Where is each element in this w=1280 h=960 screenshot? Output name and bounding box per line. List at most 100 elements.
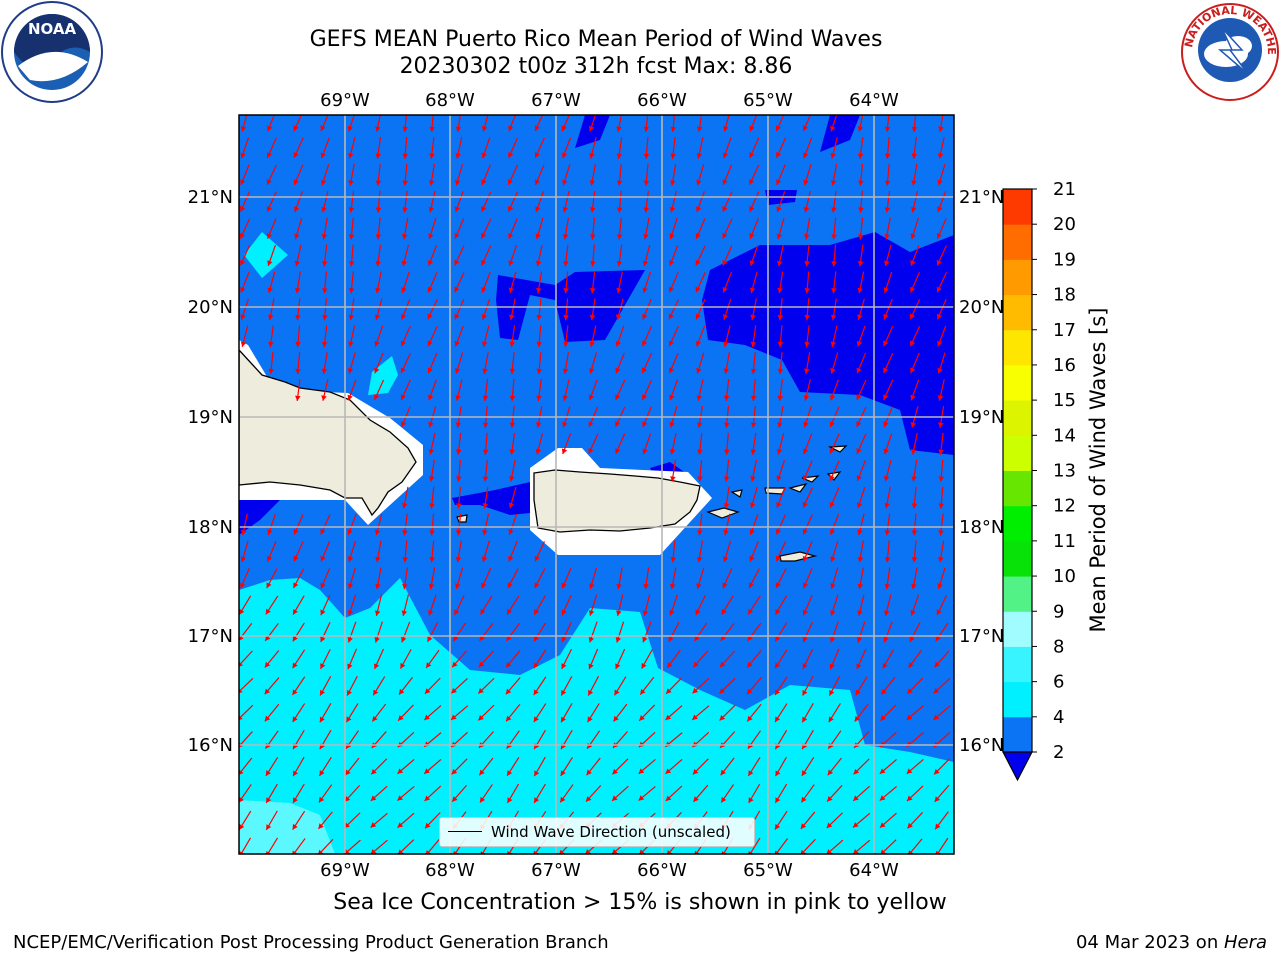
wind-arrow bbox=[852, 785, 871, 802]
wind-arrow bbox=[266, 191, 277, 212]
wind-arrow bbox=[400, 325, 411, 347]
colorbar-tick-label: 11 bbox=[1053, 531, 1076, 552]
wind-arrow bbox=[775, 541, 787, 562]
wind-wave-arrows bbox=[239, 115, 951, 854]
wind-arrow bbox=[454, 218, 465, 239]
wind-arrow bbox=[670, 540, 677, 563]
wind-arrow bbox=[643, 217, 650, 240]
wind-arrow bbox=[828, 703, 841, 723]
wind-arrow bbox=[719, 650, 736, 668]
wind-arrow bbox=[402, 115, 408, 132]
wind-arrow bbox=[509, 325, 516, 348]
lat-label-left: 19°N bbox=[188, 407, 233, 428]
wind-arrow bbox=[266, 540, 277, 562]
wind-arrow bbox=[588, 433, 599, 455]
wind-arrow bbox=[481, 298, 491, 320]
wind-arrow bbox=[344, 757, 360, 776]
wind-arrow bbox=[402, 567, 408, 590]
wind-arrow bbox=[427, 299, 438, 320]
wind-arrow bbox=[697, 459, 703, 482]
wind-arrow bbox=[348, 190, 355, 213]
wind-arrow bbox=[374, 325, 384, 347]
wind-arrow bbox=[295, 379, 301, 401]
wind-arrow bbox=[319, 702, 332, 723]
ocean-below-2s-region bbox=[575, 115, 610, 148]
wind-arrow bbox=[451, 784, 468, 803]
wind-arrow bbox=[936, 298, 947, 320]
wind-arrow bbox=[936, 595, 948, 616]
wind-arrow bbox=[348, 271, 355, 294]
wind-arrow bbox=[374, 513, 383, 536]
wind-arrow bbox=[831, 271, 837, 294]
wind-arrow bbox=[856, 621, 866, 643]
wind-arrow bbox=[906, 677, 924, 695]
footer-date-text: 04 Mar 2023 on bbox=[1075, 932, 1224, 953]
wind-arrow bbox=[668, 325, 679, 347]
wind-arrow bbox=[722, 191, 733, 212]
wind-arrow bbox=[937, 325, 947, 347]
wind-arrow bbox=[589, 271, 596, 294]
wind-arrow bbox=[829, 460, 840, 481]
wind-arrow bbox=[774, 676, 788, 696]
wind-arrow bbox=[883, 298, 893, 320]
ocean-below-2s-region bbox=[702, 232, 954, 455]
wind-arrow bbox=[508, 541, 518, 562]
wind-arrow bbox=[879, 785, 898, 802]
wind-arrow bbox=[533, 676, 547, 696]
wind-arrow bbox=[749, 513, 759, 536]
wind-arrow bbox=[347, 115, 355, 132]
wind-arrow bbox=[401, 217, 409, 240]
wind-arrow bbox=[908, 838, 923, 854]
wind-arrow bbox=[828, 675, 841, 696]
colorbar-segment bbox=[1003, 540, 1032, 577]
wind-arrow bbox=[401, 621, 411, 643]
wind-arrow bbox=[588, 594, 598, 616]
wind-arrow bbox=[589, 352, 598, 374]
wind-arrow bbox=[375, 244, 382, 267]
wind-arrow bbox=[318, 838, 334, 854]
wind-arrow bbox=[293, 115, 303, 132]
wind-arrow bbox=[320, 514, 331, 535]
wind-arrow bbox=[749, 115, 758, 132]
wind-arrow bbox=[937, 567, 946, 589]
wind-arrow bbox=[536, 352, 543, 375]
wind-arrow bbox=[239, 784, 252, 803]
colorbar-segment bbox=[1003, 505, 1032, 542]
wind-arrow bbox=[267, 271, 276, 294]
wind-arrow bbox=[347, 379, 357, 401]
wind-arrow bbox=[695, 595, 706, 616]
wind-arrow bbox=[748, 783, 761, 804]
wind-arrow bbox=[344, 784, 361, 803]
wind-arrow bbox=[802, 487, 813, 508]
wind-arrow bbox=[829, 487, 840, 508]
wind-arrow bbox=[803, 433, 813, 455]
wind-arrow bbox=[375, 271, 382, 294]
wind-arrow bbox=[883, 352, 894, 374]
wind-arrow bbox=[910, 245, 920, 266]
wind-arrow bbox=[321, 190, 329, 213]
wind-arrow bbox=[669, 217, 678, 240]
wind-arrow bbox=[295, 298, 301, 321]
wind-arrow bbox=[856, 352, 867, 374]
wind-arrow bbox=[427, 245, 438, 266]
wind-arrow bbox=[452, 622, 467, 642]
wind-arrow bbox=[723, 352, 730, 375]
wind-arrow bbox=[400, 379, 411, 401]
wind-arrow bbox=[478, 650, 495, 668]
wind-arrow bbox=[749, 164, 760, 186]
wind-arrow bbox=[884, 217, 891, 240]
wind-arrow bbox=[643, 190, 650, 213]
wind-arrow bbox=[777, 271, 784, 294]
wind-arrow bbox=[749, 218, 759, 240]
wind-arrow bbox=[507, 191, 519, 212]
wind-arrow bbox=[831, 244, 837, 267]
wind-arrow bbox=[722, 218, 733, 239]
wind-arrow bbox=[397, 839, 415, 854]
wind-arrow bbox=[373, 648, 385, 670]
wind-arrow bbox=[482, 325, 490, 348]
wind-arrow bbox=[936, 272, 947, 293]
wind-arrow bbox=[857, 594, 865, 617]
wind-arrow bbox=[856, 486, 866, 509]
wind-arrow bbox=[696, 379, 704, 401]
wind-arrow bbox=[909, 622, 921, 643]
